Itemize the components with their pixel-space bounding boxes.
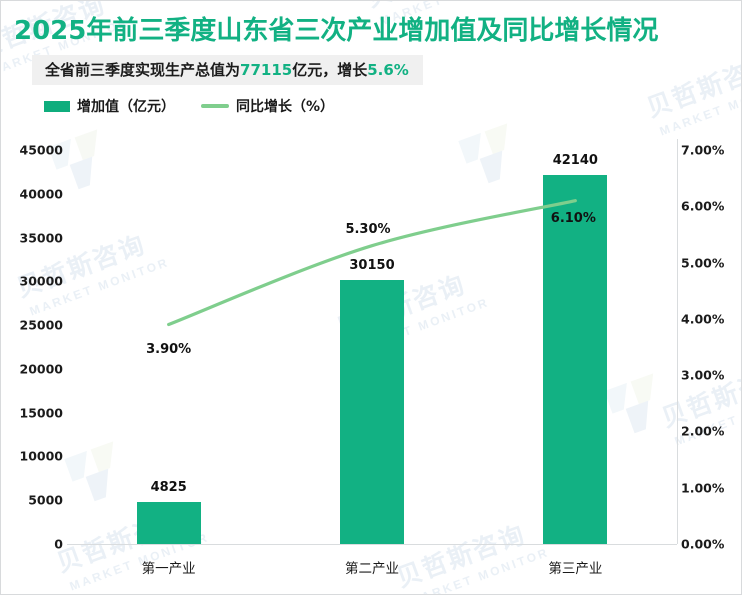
bar-1[interactable] — [136, 501, 201, 544]
y-axis-right-tick: 4.00% — [681, 311, 725, 327]
y-axis-right-tick: 0.00% — [681, 536, 725, 552]
y-axis-right-divider — [677, 139, 678, 544]
bar-3[interactable] — [543, 175, 608, 544]
y-axis-left-tick: 35000 — [19, 230, 64, 246]
y-axis-right: 0.00% 1.00% 2.00% 3.00% 4.00% 5.00% 6.00% 7.00% — [681, 1, 741, 594]
bar-value-label: 4825 — [150, 479, 187, 495]
x-axis-category-label: 第一产业 — [141, 561, 196, 577]
y-axis-left-tick: 5000 — [28, 492, 63, 508]
legend-item-line[interactable]: 同比增长（%） — [201, 96, 334, 116]
y-axis-left-tick: 25000 — [19, 317, 64, 333]
y-axis-left: 0 5000 10000 15000 20000 25000 30000 35000 40000… — [1, 1, 64, 594]
y-axis-right-tick: 7.00% — [681, 142, 725, 158]
bar-value-label: 42140 — [552, 153, 598, 169]
chart-title: 2025年前三季度山东省三次产业增加值及同比增长情况 — [14, 16, 659, 46]
chart-subtitle: 全省前三季度实现生产总值为77115亿元，增长5.6% — [32, 54, 423, 86]
legend-line-label: 同比增长（%） — [236, 99, 335, 116]
legend-item-bar[interactable]: 增加值（亿元） — [44, 96, 175, 116]
y-axis-left-tick: 20000 — [19, 361, 64, 377]
x-axis-category-label: 第三产业 — [548, 561, 603, 577]
line-value-label: 3.90% — [146, 342, 192, 358]
bar-value-label: 30150 — [349, 258, 395, 274]
y-axis-right-tick: 3.00% — [681, 367, 725, 383]
x-axis-baseline — [67, 544, 677, 545]
legend-line-swatch-icon — [201, 104, 229, 109]
line-value-label: 5.30% — [345, 221, 391, 237]
bar-2[interactable] — [340, 280, 404, 544]
y-axis-left-tick: 40000 — [19, 186, 64, 202]
y-axis-right-tick: 5.00% — [681, 255, 725, 271]
subtitle-growth-value: 5.6% — [367, 60, 409, 79]
y-axis-left-tick: 15000 — [19, 405, 64, 421]
chart-header: 2025年前三季度山东省三次产业增加值及同比增长情况 全省前三季度实现生产总值为… — [1, 1, 741, 116]
line-value-label: 6.10% — [550, 210, 596, 226]
subtitle-prefix: 全省前三季度实现生产总值为 — [45, 60, 241, 79]
y-axis-left-tick: 30000 — [19, 273, 64, 289]
legend-bar-label: 增加值（亿元） — [77, 99, 175, 116]
y-axis-right-tick: 1.00% — [681, 480, 725, 496]
subtitle-total-value: 77115 — [240, 60, 293, 79]
subtitle-middle: 亿元，增长 — [292, 60, 368, 79]
y-axis-right-tick: 6.00% — [681, 198, 725, 214]
y-axis-right-tick: 2.00% — [681, 423, 725, 439]
legend-bar-swatch-icon — [44, 100, 70, 112]
growth-line-path — [167, 199, 577, 327]
chart-legend: 增加值（亿元） 同比增长（%） — [44, 96, 741, 116]
x-axis-category-label: 第二产业 — [345, 561, 399, 577]
y-axis-left-tick: 0 — [54, 536, 63, 552]
y-axis-left-tick: 10000 — [19, 448, 64, 464]
